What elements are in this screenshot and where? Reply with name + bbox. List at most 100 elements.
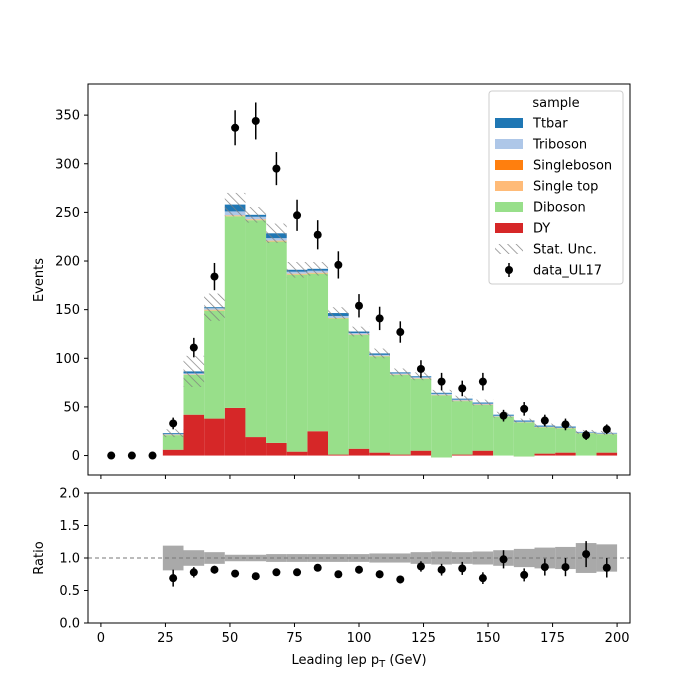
data-point: [169, 419, 178, 428]
data-point: [313, 230, 322, 239]
ratio-point: [499, 555, 508, 564]
data-point: [375, 314, 384, 323]
x-axis-label: Leading lep pT (GeV): [291, 653, 426, 670]
bar-dy: [389, 454, 411, 456]
y-tick-label: 150: [55, 303, 80, 318]
ratio-unc-band: [389, 553, 411, 563]
ratio-y-tick-label: 0.5: [59, 584, 80, 599]
ratio-unc-band: [328, 554, 349, 562]
bar-dy: [162, 449, 184, 456]
ratio-point: [582, 550, 591, 559]
x-tick-label: 75: [286, 631, 303, 646]
legend-label-singleboson: Singleboson: [533, 159, 612, 174]
data-point: [148, 451, 157, 460]
bar-diboson: [534, 427, 556, 454]
bar-diboson: [493, 416, 514, 456]
stat-unc-band: [472, 399, 494, 406]
stat-unc-band: [307, 261, 329, 276]
bar-diboson: [389, 374, 411, 455]
x-tick-label: 125: [411, 631, 436, 646]
bar-dy: [596, 452, 618, 456]
ratio-unc-band: [348, 554, 370, 562]
data-point: [189, 343, 198, 352]
x-axis-label-unit: (GeV): [385, 653, 426, 668]
ratio-point: [355, 565, 363, 574]
data-point: [582, 431, 591, 440]
y-tick-label: 100: [55, 352, 80, 367]
x-tick-label: 100: [347, 631, 372, 646]
stat-unc-band: [266, 223, 287, 244]
data-point: [334, 260, 343, 269]
x-axis-label-main: Leading lep p: [291, 653, 379, 668]
y-tick-label: 250: [55, 206, 80, 221]
bar-diboson: [204, 310, 225, 419]
legend-swatch-single-top: [495, 181, 523, 191]
legend-label-ttbar: Ttbar: [532, 117, 568, 132]
x-axis-label-subscript: T: [378, 659, 386, 670]
legend-label-triboson: Triboson: [532, 138, 587, 153]
bar-dy: [328, 454, 349, 456]
ratio-unc-band: [266, 554, 287, 562]
x-tick-label: 200: [605, 631, 630, 646]
stat-unc-band: [204, 293, 225, 321]
x-tick-label: 25: [157, 631, 174, 646]
y-tick-label: 350: [55, 109, 80, 124]
bar-dy: [183, 414, 205, 456]
ratio-point: [561, 563, 570, 572]
ratio-point: [416, 562, 425, 571]
data-point: [231, 123, 240, 132]
stat-unc-band: [451, 395, 473, 402]
bar-dy: [266, 442, 287, 456]
y-tick-label: 200: [55, 255, 80, 270]
bar-diboson: [410, 378, 432, 451]
ratio-unc-band: [245, 554, 267, 562]
bar-diboson: [328, 318, 349, 455]
ratio-point: [540, 563, 549, 572]
ratio-point: [458, 564, 467, 573]
stat-unc-band: [183, 355, 205, 387]
bar-dy: [369, 452, 390, 456]
data-point: [416, 364, 425, 373]
stat-unc-band: [513, 418, 535, 423]
data-point: [107, 451, 116, 460]
bar-diboson: [451, 401, 473, 455]
ratio-point: [375, 570, 384, 579]
ratio-point: [189, 568, 198, 577]
ratio-y-axis-label: Ratio: [32, 541, 47, 574]
legend-marker-data-ul17: [505, 266, 513, 274]
bar-diboson: [245, 220, 267, 438]
x-tick-label: 175: [540, 631, 565, 646]
bar-diboson: [266, 241, 287, 443]
legend-label-single-top: Single top: [533, 180, 598, 195]
legend-swatch-ttbar: [495, 118, 523, 128]
ratio-y-tick-label: 0.0: [59, 617, 80, 632]
data-point: [602, 425, 611, 434]
data-point: [293, 211, 302, 220]
bar-diboson: [575, 433, 597, 456]
ratio-point: [293, 568, 302, 577]
x-tick-label: 0: [97, 631, 105, 646]
main-histogram-panel: 0 50 100 150 200 250 300 350 Events: [32, 83, 631, 479]
ratio-panel: 0.0 0.5 1.0 1.5 2.0 0 25 50 75 100 125 150 175 200 Ra…: [32, 487, 631, 670]
ratio-point: [334, 570, 343, 579]
bar-dy: [245, 437, 267, 456]
ratio-point: [251, 572, 260, 581]
bar-diboson: [369, 356, 390, 453]
data-point: [251, 116, 260, 125]
data-point: [499, 411, 508, 420]
ratio-unc-band: [286, 554, 308, 562]
data-point: [437, 377, 446, 386]
stat-unc-band: [224, 192, 246, 217]
x-tick-label: 50: [222, 631, 239, 646]
stat-unc-band: [162, 429, 184, 438]
bar-dy: [307, 431, 329, 456]
ratio-point: [602, 563, 611, 572]
ratio-unc-band: [307, 554, 329, 562]
ratio-point: [231, 569, 240, 578]
legend-label-data-ul17: data_UL17: [533, 264, 602, 279]
bar-diboson: [472, 404, 494, 451]
bar-dy: [224, 407, 246, 456]
x-tick-label: 150: [476, 631, 501, 646]
stat-unc-band: [286, 261, 308, 278]
